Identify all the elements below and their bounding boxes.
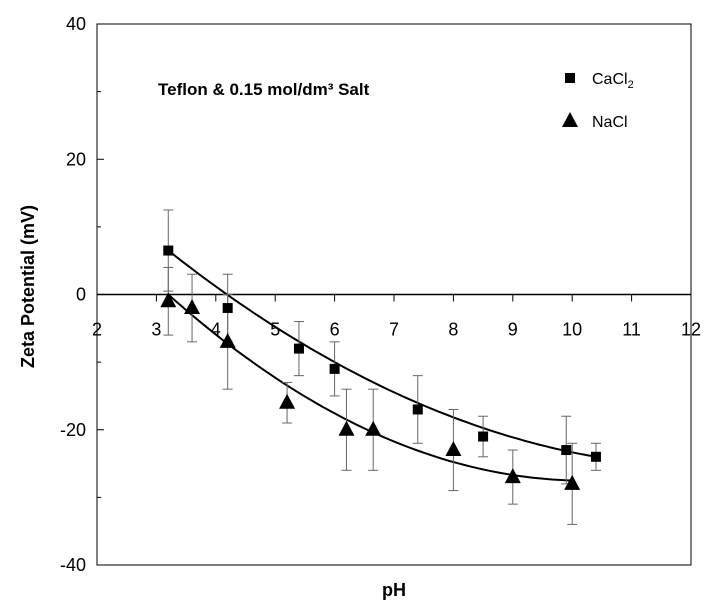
data-point-cacl2 (329, 363, 340, 374)
data-point-nacl (279, 393, 296, 409)
x-tick-label: 7 (389, 320, 399, 340)
data-point-nacl (184, 299, 201, 315)
trendline-cacl2 (167, 249, 597, 458)
x-tick-label: 3 (151, 320, 161, 340)
legend-label-cacl2-subscript: 2 (628, 79, 634, 91)
data-point-nacl (504, 468, 521, 484)
data-point-cacl2 (590, 451, 601, 462)
legend: CaCl2 NaCl (562, 71, 634, 131)
legend-label-cacl2-main: CaCl (592, 71, 628, 88)
legend-label-cacl2: CaCl2 (592, 71, 634, 91)
data-point-nacl (365, 420, 382, 436)
y-axis-title: Zeta Potential (mV) (18, 205, 38, 368)
data-point-nacl (445, 441, 462, 457)
x-axis-ticks: 2 3 4 5 6 7 8 9 10 11 12 (92, 294, 701, 340)
data-point-nacl (564, 474, 581, 490)
y-tick-label: -40 (60, 555, 86, 575)
legend-marker-cacl2 (565, 73, 575, 83)
data-point-cacl2 (293, 343, 304, 354)
x-tick-label: 8 (448, 320, 458, 340)
x-axis-title: pH (382, 580, 406, 600)
data-point-cacl2 (478, 431, 489, 442)
x-tick-label: 9 (508, 320, 518, 340)
y-tick-label: -20 (60, 420, 86, 440)
x-tick-label: 5 (270, 320, 280, 340)
data-point-cacl2 (222, 303, 233, 314)
y-tick-label: 20 (66, 149, 86, 169)
x-tick-label: 11 (622, 320, 641, 340)
y-axis-ticks: 40 20 0 -20 -40 (60, 14, 104, 575)
x-tick-label: 4 (211, 320, 221, 340)
data-point-nacl (160, 292, 177, 308)
trendlines (167, 249, 597, 482)
data-point-cacl2 (412, 404, 423, 415)
x-tick-label: 10 (562, 320, 582, 340)
data-markers (160, 245, 601, 490)
data-point-nacl (219, 332, 236, 348)
legend-label-nacl: NaCl (592, 114, 628, 131)
chart-title: Teflon & 0.15 mol/dm³ Salt (158, 80, 370, 99)
x-tick-label: 2 (92, 320, 102, 340)
data-point-cacl2 (561, 445, 572, 456)
y-tick-label: 40 (66, 14, 86, 34)
x-tick-label: 6 (330, 320, 340, 340)
data-point-nacl (338, 420, 355, 436)
x-tick-label: 12 (681, 320, 701, 340)
legend-marker-nacl (562, 112, 578, 127)
y-tick-label: 0 (76, 285, 86, 305)
data-point-cacl2 (163, 245, 174, 256)
